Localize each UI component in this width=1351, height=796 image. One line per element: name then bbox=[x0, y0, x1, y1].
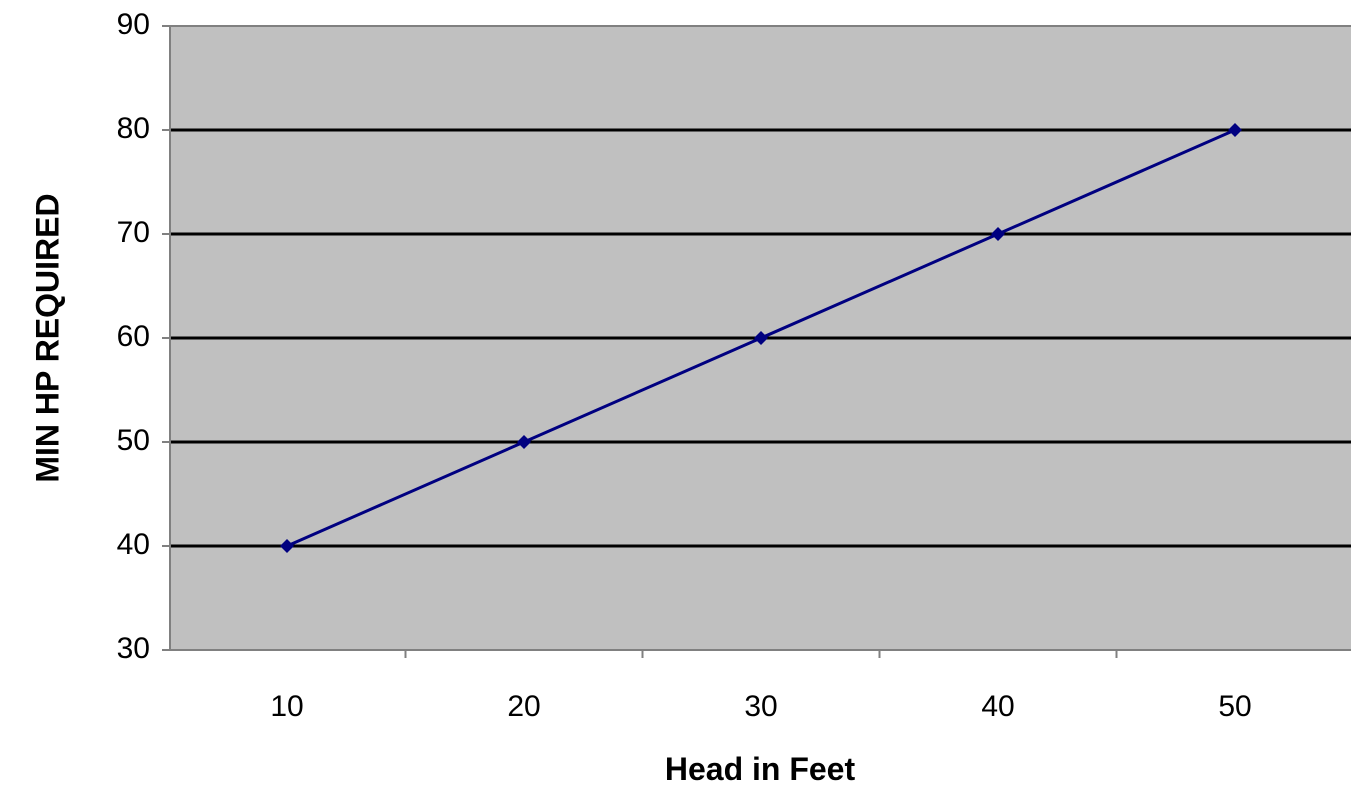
y-tick-label: 30 bbox=[117, 632, 150, 665]
data-point-marker bbox=[280, 539, 294, 553]
data-point-marker bbox=[1228, 123, 1242, 137]
y-tick-label: 90 bbox=[117, 8, 150, 41]
x-tick-label: 20 bbox=[507, 690, 540, 723]
axes bbox=[162, 25, 1351, 658]
x-tick-label: 50 bbox=[1218, 690, 1251, 723]
x-tick-label: 40 bbox=[981, 690, 1014, 723]
data-point-marker bbox=[991, 227, 1005, 241]
y-tick-label: 80 bbox=[117, 112, 150, 145]
series-group bbox=[280, 123, 1242, 553]
y-tick-label: 60 bbox=[117, 320, 150, 353]
x-tick-label: 30 bbox=[744, 690, 777, 723]
y-axis-title: MIN HP REQUIRED bbox=[29, 193, 65, 482]
data-point-marker bbox=[754, 331, 768, 345]
x-axis-title: Head in Feet bbox=[665, 751, 856, 787]
x-tick-label: 10 bbox=[270, 690, 303, 723]
data-point-marker bbox=[517, 435, 531, 449]
y-tick-label: 40 bbox=[117, 528, 150, 561]
x-axis-tick-labels: 10 20 30 40 50 bbox=[270, 690, 1251, 723]
y-axis-tick-labels: 30 40 50 60 70 80 90 bbox=[117, 8, 150, 665]
y-tick-label: 50 bbox=[117, 424, 150, 457]
y-tick-label: 70 bbox=[117, 216, 150, 249]
